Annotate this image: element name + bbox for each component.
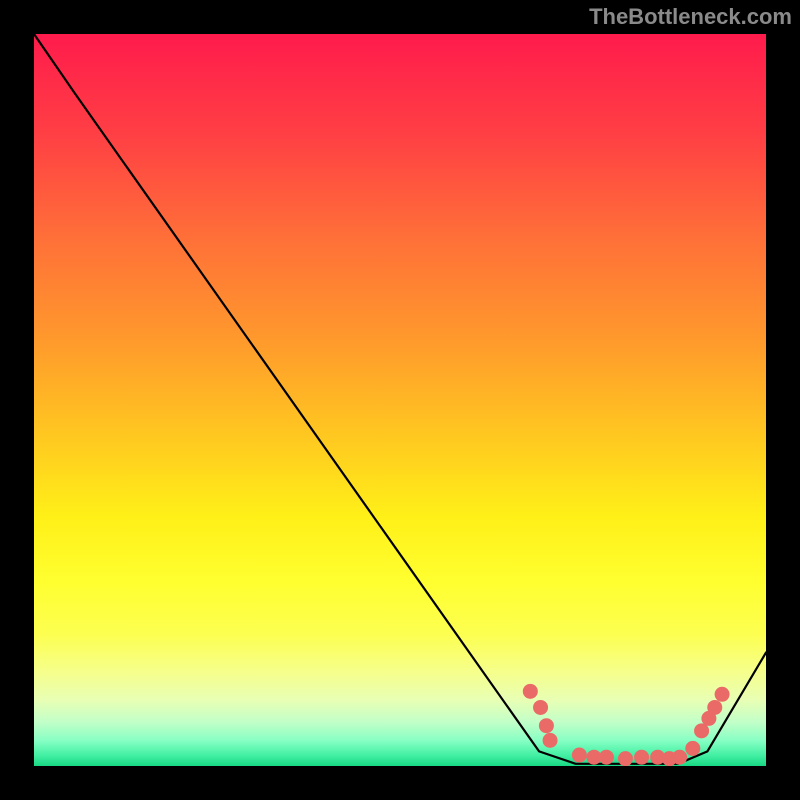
bottleneck-curve-chart: [34, 34, 766, 766]
watermark-text: TheBottleneck.com: [589, 4, 792, 30]
chart-container: TheBottleneck.com: [0, 0, 800, 800]
